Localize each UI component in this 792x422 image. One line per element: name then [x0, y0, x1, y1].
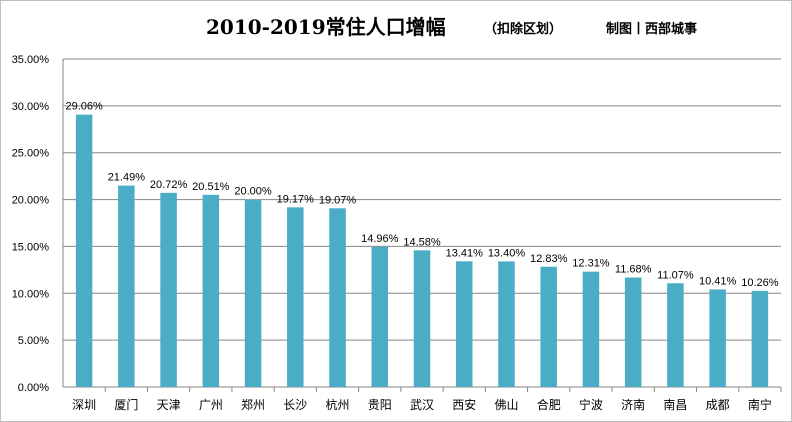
data-label: 12.83%: [530, 253, 568, 265]
bar: [160, 192, 177, 387]
y-tick-label: 15.00%: [12, 241, 50, 253]
category-label: 贵阳: [368, 398, 392, 412]
y-tick-label: 5.00%: [18, 335, 49, 347]
bar: [455, 261, 473, 387]
category-label: 济南: [621, 397, 645, 412]
y-tick-label: 0.00%: [18, 382, 49, 394]
chart-title: 2010-2019常住人口增幅: [206, 15, 446, 39]
category-label: 南宁: [748, 397, 772, 412]
data-label: 13.41%: [446, 247, 484, 259]
data-label: 10.26%: [741, 277, 779, 289]
y-tick-label: 25.00%: [12, 148, 50, 160]
category-label: 深圳: [72, 398, 96, 412]
data-label: 12.31%: [572, 258, 610, 270]
data-label: 19.07%: [319, 194, 357, 206]
bar: [667, 283, 684, 387]
bar: [582, 271, 600, 387]
data-label: 21.49%: [108, 172, 146, 184]
category-label: 天津: [157, 398, 181, 412]
chart-subtitle: （扣除区划）: [484, 21, 562, 37]
category-label: 武汉: [410, 398, 434, 412]
y-axis-ticks: 0.00% 5.00% 10.00% 15.00% 20.00% 25.00% 30.00%…: [12, 54, 50, 394]
category-label: 宁波: [579, 397, 603, 412]
bar: [244, 199, 262, 387]
bar: [498, 261, 515, 387]
bar: [371, 246, 389, 387]
category-label: 南昌: [663, 397, 687, 412]
bar: [540, 266, 557, 387]
bar: [202, 194, 220, 387]
data-labels: 29.06% 21.49% 20.72% 20.51% 20.00% 19.17% 19.0…: [65, 101, 778, 289]
data-label: 20.51%: [192, 181, 230, 193]
bars: [75, 114, 769, 387]
category-label: 厦门: [114, 397, 138, 412]
category-label: 广州: [199, 398, 223, 412]
category-label: 杭州: [326, 397, 350, 412]
data-label: 11.07%: [657, 269, 694, 281]
data-label: 29.06%: [65, 101, 103, 113]
y-tick-label: 10.00%: [12, 288, 50, 300]
category-label: 成都: [706, 398, 730, 412]
category-label: 西安: [452, 397, 476, 412]
bar: [75, 114, 93, 387]
data-label: 19.17%: [277, 193, 315, 205]
data-label: 14.96%: [361, 233, 399, 245]
data-label: 11.68%: [615, 264, 652, 276]
bar: [709, 289, 726, 387]
bar: [287, 207, 304, 387]
category-label: 合肥: [537, 397, 561, 412]
y-tick-label: 20.00%: [12, 195, 50, 207]
category-label: 佛山: [494, 398, 518, 412]
data-label: 20.00%: [234, 186, 272, 198]
bar: [118, 185, 135, 387]
data-label: 10.41%: [699, 275, 737, 287]
bar: [329, 208, 346, 387]
gridlines: [63, 58, 781, 341]
bar: [624, 277, 642, 387]
data-label: 20.72%: [150, 179, 188, 191]
x-axis-categories: 深圳 厦门 天津 广州 郑州 长沙 杭州 贵阳 武汉 西安 佛山 合肥 宁波 济南 南昌 成都 南宁: [72, 397, 772, 412]
category-label: 长沙: [283, 398, 307, 412]
category-label: 郑州: [241, 397, 265, 412]
y-tick-label: 30.00%: [12, 101, 50, 113]
chart-credit: 制图丨西部城事: [606, 21, 697, 37]
y-tick-label: 35.00%: [12, 54, 50, 66]
data-label: 13.40%: [488, 247, 526, 259]
bar: [413, 250, 431, 387]
bar: [751, 290, 769, 387]
data-label: 14.58%: [403, 236, 441, 248]
